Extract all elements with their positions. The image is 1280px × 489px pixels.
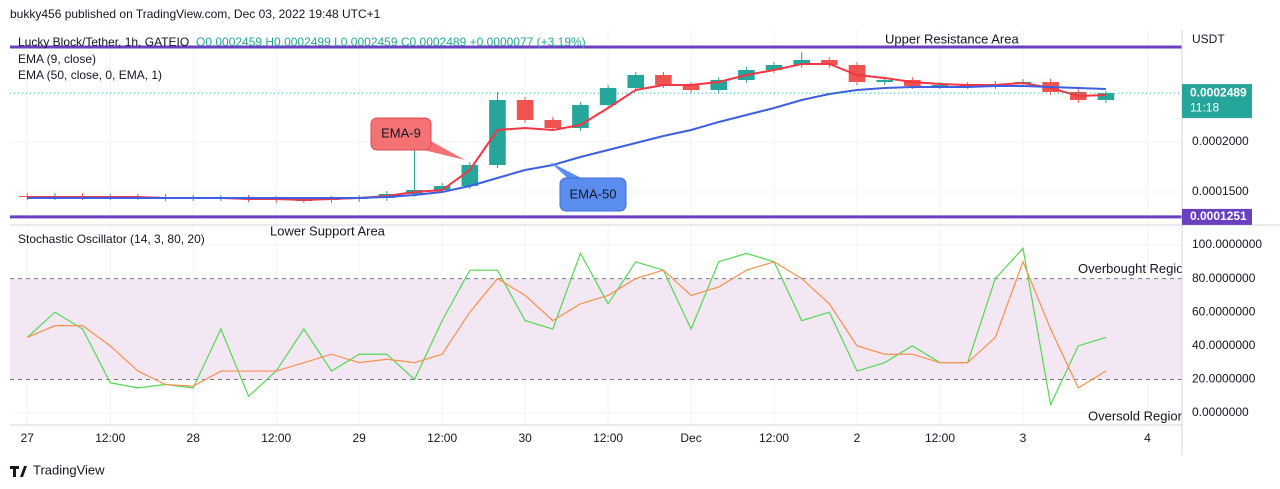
legend-ema9: EMA (9, close) <box>18 52 96 66</box>
support-tag <box>1182 208 1252 225</box>
candle-body <box>821 60 838 65</box>
y-tick-label: 0.0002000 <box>1192 134 1249 148</box>
candle-body <box>710 80 728 90</box>
x-tick-label: 12:00 <box>759 431 789 445</box>
x-tick-label: 12:00 <box>261 431 291 445</box>
x-tick-label: 29 <box>353 431 367 445</box>
y-tick-label: 100.0000000 <box>1192 237 1262 251</box>
candle-body <box>848 65 866 82</box>
callout-ema9-label: EMA-9 <box>381 125 421 140</box>
annotation-lower: Lower Support Area <box>270 223 386 238</box>
candle-body <box>489 100 506 165</box>
ohlc: O0.0002459 H0.0002499 L0.0002459 C0.0002… <box>196 35 586 49</box>
stoch-title: Stochastic Oscillator (14, 3, 80, 20) <box>18 232 205 246</box>
symbol: Lucky Block/Tether, 1h, GATEIO <box>18 35 189 49</box>
countdown: 11:18 <box>1190 100 1219 114</box>
y-tick-label: 0.0000000 <box>1192 405 1249 419</box>
logo <box>10 466 27 477</box>
callout-ema50 <box>559 177 627 212</box>
x-tick-label: 12:00 <box>593 431 623 445</box>
x-tick-label: 12:00 <box>427 431 457 445</box>
publisher: bukky456 published on TradingView.com, D… <box>10 7 381 21</box>
x-tick-label: 30 <box>518 431 532 445</box>
x-tick-label: 27 <box>21 431 35 445</box>
candle-body <box>655 75 672 85</box>
candle-body <box>1097 93 1115 100</box>
candle-body <box>682 85 700 90</box>
oversold-label: Oversold Region <box>1088 409 1185 424</box>
y-tick-label: 40.0000000 <box>1192 338 1256 352</box>
ema-line <box>27 85 1106 199</box>
candle-body <box>433 186 451 190</box>
x-tick-label: 4 <box>1144 431 1151 445</box>
candle-body <box>544 120 562 128</box>
x-tick-label: 3 <box>1020 431 1027 445</box>
currency: USDT <box>1192 32 1225 46</box>
y-tick-label: 20.0000000 <box>1192 372 1256 386</box>
candle-body <box>627 75 645 88</box>
x-tick-label: 12:00 <box>95 431 125 445</box>
support-label: 0.0001251 <box>1190 209 1247 223</box>
y-tick-label: 80.0000000 <box>1192 271 1256 285</box>
stoch-line <box>26 247 1107 407</box>
last-price-label: 0.0002489 <box>1190 85 1247 99</box>
callout-ema9 <box>370 117 432 151</box>
candle-body <box>765 65 783 70</box>
footer: TradingView <box>33 462 105 477</box>
y-tick-label: 0.0001500 <box>1192 184 1249 198</box>
x-tick-label: 28 <box>187 431 201 445</box>
callout-ema50-label: EMA-50 <box>570 186 617 201</box>
candle-body <box>461 165 479 186</box>
candle-body <box>516 100 534 120</box>
overbought-label: Overbought Region <box>1078 261 1191 276</box>
stoch-band <box>10 278 1182 380</box>
y-tick-label: 60.0000000 <box>1192 304 1256 318</box>
candle-body <box>931 85 949 86</box>
candle-body <box>599 88 617 105</box>
candle-body <box>876 80 893 82</box>
candle-body <box>793 60 811 65</box>
x-tick-label: 2 <box>854 431 861 445</box>
stoch-line <box>27 260 1107 389</box>
last-price-tag <box>1182 84 1252 119</box>
x-tick-label: Dec <box>680 431 701 445</box>
x-tick-label: 12:00 <box>925 431 955 445</box>
annotation-upper: Upper Resistance Area <box>885 31 1019 46</box>
legend-ema50: EMA (50, close, 0, EMA, 1) <box>18 68 162 82</box>
